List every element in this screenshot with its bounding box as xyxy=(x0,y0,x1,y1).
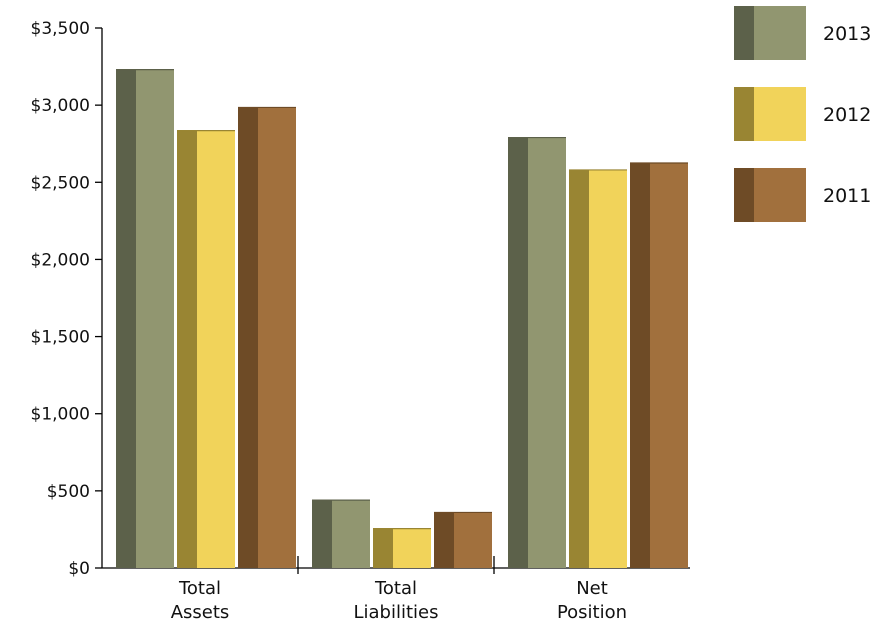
legend-item-2011: 2011 xyxy=(734,168,871,222)
legend-swatch-front xyxy=(754,168,806,222)
legend-label: 2012 xyxy=(823,104,871,126)
bar-2013-total-assets xyxy=(116,69,174,569)
bar-side xyxy=(312,500,332,568)
bar-side xyxy=(630,163,650,568)
category-label-line: Assets xyxy=(171,602,230,623)
bar-front xyxy=(332,500,370,568)
y-tick-label: $1,500 xyxy=(31,328,90,348)
legend-swatch-side xyxy=(734,87,754,141)
legend-swatch-side xyxy=(734,6,754,60)
bar-front xyxy=(136,69,174,569)
bar-front xyxy=(258,107,296,568)
bar-2011-total-assets xyxy=(238,106,296,568)
bar-2012-total-assets xyxy=(177,130,235,568)
bar-front xyxy=(197,130,235,568)
bar-2012-total-liabilities xyxy=(373,528,431,568)
legend-item-2012: 2012 xyxy=(734,87,871,141)
category-label-net-position: Net Position xyxy=(557,578,627,623)
y-tick-label: $3,500 xyxy=(31,19,90,39)
bar-2013-total-liabilities xyxy=(312,499,370,568)
category-label-line: Liabilities xyxy=(354,602,439,623)
legend-swatch-side xyxy=(734,168,754,222)
category-label-total-liabilities: Total Liabilities xyxy=(354,578,439,623)
category-label-line: Total xyxy=(178,578,221,599)
y-tick-label: $3,000 xyxy=(31,96,90,116)
bars xyxy=(116,69,688,569)
bar-side xyxy=(569,169,589,568)
category-label-line: Position xyxy=(557,602,627,623)
bar-2013-net-position xyxy=(508,136,566,569)
y-tick-label: $1,000 xyxy=(31,405,90,425)
y-axis: $0 $500 $1,000 $1,500 $2,000 $2,500 $3,000 $3,5… xyxy=(31,19,103,579)
bar-side xyxy=(116,69,136,569)
bar-2012-net-position xyxy=(569,169,627,568)
legend-label: 2013 xyxy=(823,23,871,45)
bar-front xyxy=(528,137,566,569)
legend-item-2013: 2013 xyxy=(734,6,871,60)
bar-2011-net-position xyxy=(630,162,688,568)
bar-2011-total-liabilities xyxy=(434,511,492,568)
category-label-line: Total xyxy=(374,578,417,599)
y-tick-label: $2,000 xyxy=(31,250,90,270)
bar-front xyxy=(589,169,627,568)
bar-side xyxy=(434,512,454,568)
bar-side xyxy=(238,107,258,568)
bar-side xyxy=(508,137,528,569)
bar-front xyxy=(650,163,688,568)
bar-front xyxy=(454,512,492,568)
category-label-total-assets: Total Assets xyxy=(171,578,230,623)
category-label-line: Net xyxy=(576,578,608,599)
x-axis: Total Assets Total Liabilities Net Position xyxy=(102,556,690,623)
legend-swatch-front xyxy=(754,6,806,60)
bar-side xyxy=(373,528,393,568)
y-tick-label: $0 xyxy=(68,559,90,579)
bar-side xyxy=(177,130,197,568)
y-tick-label: $500 xyxy=(47,482,90,502)
bar-front xyxy=(393,528,431,568)
legend-swatch-front xyxy=(754,87,806,141)
legend-label: 2011 xyxy=(823,185,871,207)
y-tick-label: $2,500 xyxy=(31,173,90,193)
legend: 2013 2012 2011 xyxy=(734,6,871,222)
